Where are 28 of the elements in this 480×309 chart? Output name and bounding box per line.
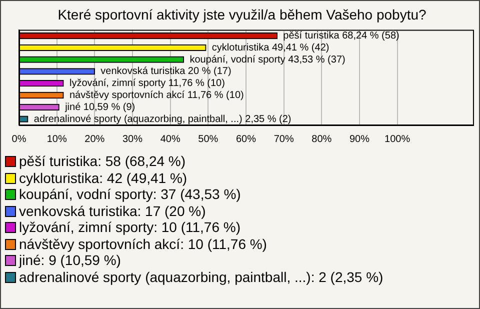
x-tick-label: 10%: [46, 134, 67, 145]
data-label: koupání, vodní sporty 43,53 % (37): [190, 54, 346, 66]
x-tick-label: 60%: [236, 134, 256, 145]
legend-label: koupání, vodní sporty: 37 (43,53 %): [18, 186, 242, 202]
data-label: venkovská turistika 20 % (17): [100, 66, 232, 78]
x-tick-label: 100%: [384, 134, 410, 145]
x-tick-label: 80%: [312, 134, 332, 145]
data-label: jiné 10,59 % (9): [64, 102, 136, 113]
x-tick-label: 20%: [84, 134, 105, 145]
legend-label: cykloturistika: 42 (49,41 %): [18, 170, 188, 186]
data-label: lyžování, zimní sporty 11,76 % (10): [69, 78, 225, 90]
x-tick-label: 70%: [274, 134, 294, 145]
x-tick-label: 30%: [122, 134, 143, 145]
legend-label: venkovská turistika: 17 (20 %): [18, 202, 207, 219]
chart-title: Které sportovní aktivity jste využil/a během Vašeho pobytu?: [58, 6, 427, 22]
x-tick-label: 50%: [198, 134, 218, 145]
legend-label: jiné: 9 (10,59 %): [18, 252, 122, 268]
data-label: adrenalinové sporty (aquazorbing, paintball, ...) 2,35 % (2): [34, 114, 292, 125]
data-label: pěší turistika 68,24 % (58): [283, 30, 400, 42]
legend-label: lyžování, zimní sporty: 10 (11,76 %): [18, 219, 242, 236]
data-label: cykloturistika 49,41 % (42): [212, 42, 330, 54]
x-tick-label: 40%: [160, 134, 180, 145]
data-label: návštěvy sportovních akcí 11,76 % (10): [69, 90, 244, 101]
legend-label: návštěvy sportovních akcí: 10 (11,76 %): [18, 236, 268, 252]
legend-label: pěší turistika: 58 (68,24 %): [18, 153, 187, 170]
x-tick-label: 0%: [12, 134, 26, 145]
x-tick-label: 90%: [349, 134, 370, 145]
legend-label: adrenalinové sporty (aquazorbing, paintball, ...): 2 (2,35 %): [18, 268, 384, 285]
